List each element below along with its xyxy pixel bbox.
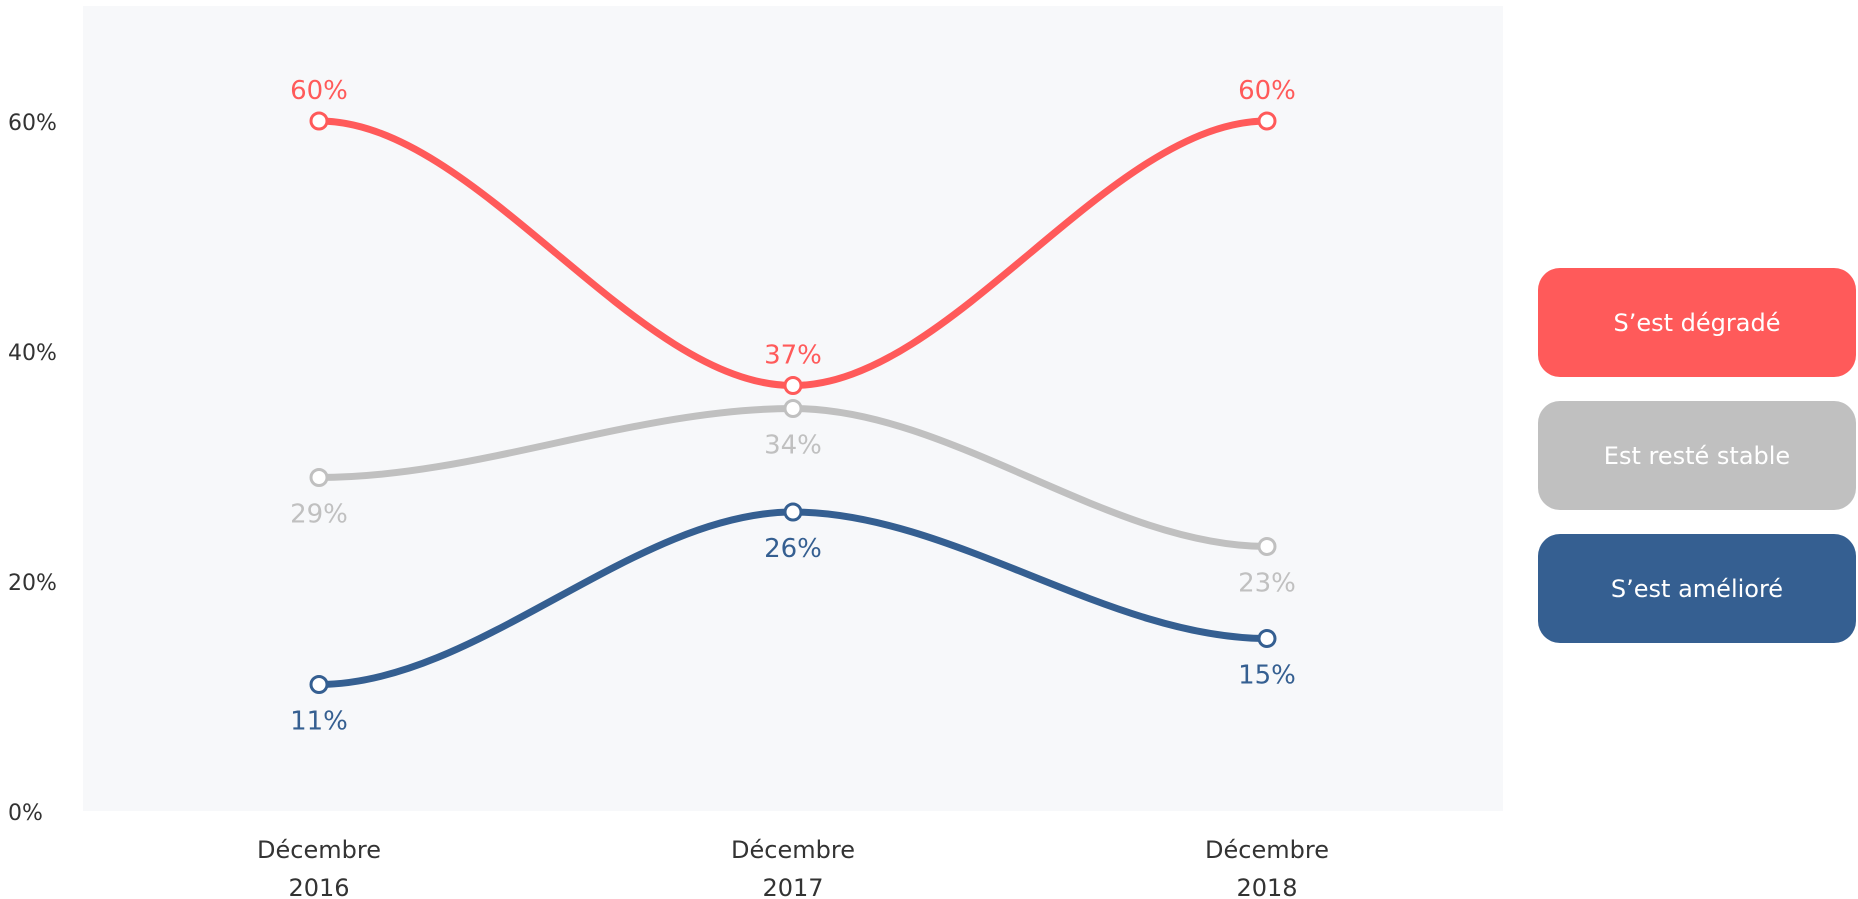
x-tick-label: Décembre 2017: [731, 836, 855, 899]
data-label: 11%: [290, 707, 348, 737]
legend-item: S’est amélioré: [1538, 534, 1856, 643]
data-label: 15%: [1238, 661, 1296, 691]
legend: S’est dégradé Est resté stable S’est améli…: [1538, 268, 1858, 667]
y-axis: 0% 20% 40% 60%: [8, 111, 57, 826]
y-tick-label: 20%: [8, 571, 57, 596]
series-labels: 60% 37% 60% 29% 34% 23% 11% 26% 15%: [290, 76, 1296, 737]
y-tick-label: 60%: [8, 111, 57, 136]
data-label: 29%: [290, 500, 348, 530]
data-point: [1257, 537, 1277, 556]
legend-item: S’est dégradé: [1538, 268, 1856, 377]
data-label: 37%: [764, 341, 822, 371]
data-label: 26%: [764, 534, 822, 564]
y-tick-label: 40%: [8, 341, 57, 366]
data-label: 34%: [764, 431, 822, 461]
data-point: [1257, 629, 1277, 648]
data-label: 60%: [290, 76, 348, 106]
x-tick-label: Décembre 2018: [1205, 836, 1329, 899]
data-label: 23%: [1238, 569, 1296, 599]
data-point: [1257, 111, 1277, 131]
series-points: [309, 111, 1277, 694]
data-point: [309, 675, 329, 694]
data-point: [783, 502, 803, 522]
data-label: 60%: [1238, 76, 1296, 106]
data-point: [783, 376, 803, 395]
data-point: [309, 468, 329, 487]
x-axis: Décembre 2016 Décembre 2017 Décembre 2018: [257, 836, 1329, 899]
x-tick-label: Décembre 2016: [257, 836, 381, 899]
legend-item: Est resté stable: [1538, 401, 1856, 510]
data-point: [783, 399, 803, 418]
data-point: [309, 111, 329, 131]
y-tick-label: 0%: [8, 801, 43, 826]
